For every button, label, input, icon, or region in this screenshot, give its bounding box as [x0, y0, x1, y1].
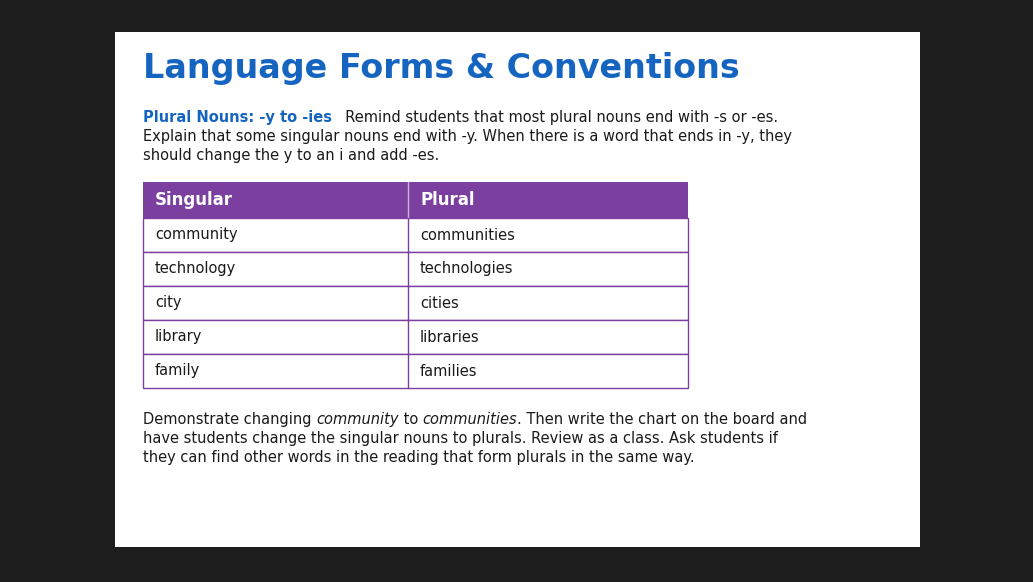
Text: should change the y to an i and add -es.: should change the y to an i and add -es. — [143, 148, 439, 163]
Text: Demonstrate changing: Demonstrate changing — [143, 412, 316, 427]
Text: to: to — [399, 412, 422, 427]
FancyBboxPatch shape — [143, 354, 688, 388]
Text: Singular: Singular — [155, 191, 233, 209]
Text: families: families — [420, 364, 477, 378]
Text: Language Forms & Conventions: Language Forms & Conventions — [143, 52, 740, 85]
Text: library: library — [155, 329, 202, 345]
Text: communities: communities — [420, 228, 514, 243]
FancyBboxPatch shape — [143, 252, 688, 286]
Text: technology: technology — [155, 261, 237, 276]
Text: Remind students that most plural nouns end with -s or -es.: Remind students that most plural nouns e… — [336, 110, 778, 125]
Text: Plural: Plural — [420, 191, 474, 209]
FancyBboxPatch shape — [143, 320, 688, 354]
Text: libraries: libraries — [420, 329, 479, 345]
Text: Explain that some singular nouns end with -y. When there is a word that ends in : Explain that some singular nouns end wit… — [143, 129, 792, 144]
Text: Plural Nouns: -y to -ies: Plural Nouns: -y to -ies — [143, 110, 332, 125]
Text: . Then write the chart on the board and: . Then write the chart on the board and — [518, 412, 807, 427]
Text: communities: communities — [422, 412, 518, 427]
Text: cities: cities — [420, 296, 459, 311]
Text: technologies: technologies — [420, 261, 513, 276]
FancyBboxPatch shape — [143, 182, 688, 218]
Text: family: family — [155, 364, 200, 378]
Text: have students change the singular nouns to plurals. Review as a class. Ask stude: have students change the singular nouns … — [143, 431, 778, 446]
Text: they can find other words in the reading that form plurals in the same way.: they can find other words in the reading… — [143, 450, 694, 465]
FancyBboxPatch shape — [143, 286, 688, 320]
FancyBboxPatch shape — [115, 32, 920, 547]
Text: community: community — [316, 412, 399, 427]
FancyBboxPatch shape — [143, 218, 688, 252]
Text: community: community — [155, 228, 238, 243]
Text: city: city — [155, 296, 182, 311]
